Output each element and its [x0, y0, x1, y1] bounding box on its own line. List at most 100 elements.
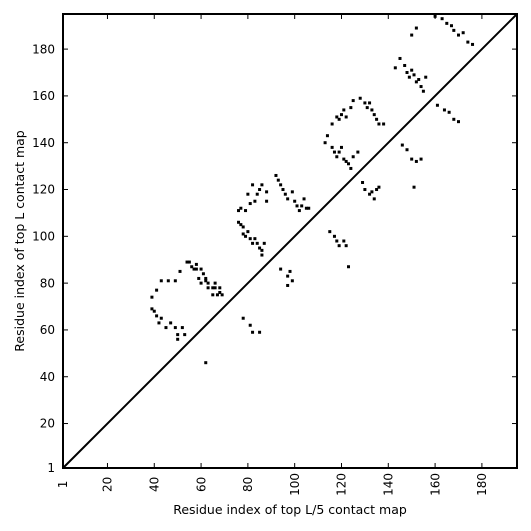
x-tick-label: 20 — [101, 477, 115, 492]
contact-point — [246, 192, 250, 196]
contact-point — [410, 68, 414, 72]
contact-point — [347, 162, 351, 166]
contact-point — [260, 248, 264, 252]
contact-point — [241, 225, 245, 229]
contact-point — [351, 155, 355, 159]
x-tick-label: 140 — [381, 473, 395, 496]
contact-point — [241, 316, 245, 320]
contact-point — [419, 85, 423, 89]
y-tick-label: 140 — [32, 136, 55, 150]
contact-point — [304, 206, 308, 210]
contact-point — [356, 150, 360, 154]
contact-point — [279, 183, 283, 187]
y-tick-label: 120 — [32, 183, 55, 197]
contact-point — [342, 157, 346, 161]
y-tick-label: 40 — [40, 370, 55, 384]
contact-point — [190, 265, 194, 269]
contact-point — [253, 199, 257, 203]
contact-point — [286, 197, 290, 201]
contact-point — [155, 288, 159, 292]
contact-point — [290, 190, 294, 194]
contact-point — [410, 157, 414, 161]
contact-point — [375, 117, 379, 121]
contact-point — [255, 241, 259, 245]
contact-point — [244, 209, 248, 213]
contact-point — [248, 237, 252, 241]
contact-point — [204, 276, 208, 280]
contact-point — [452, 117, 456, 121]
contact-point — [211, 286, 215, 290]
contact-point — [288, 269, 292, 273]
contact-point — [466, 40, 470, 44]
y-tick-label: 180 — [32, 42, 55, 56]
contact-point — [361, 180, 365, 184]
contact-point — [403, 63, 407, 67]
contact-point — [251, 183, 255, 187]
contact-point — [187, 260, 191, 264]
x-tick-label: 1 — [56, 481, 70, 489]
contact-point — [293, 199, 297, 203]
contact-point — [183, 333, 187, 337]
contact-point — [302, 197, 306, 201]
contact-point — [370, 108, 374, 112]
contact-point — [349, 166, 353, 170]
contact-point — [206, 281, 210, 285]
contact-point — [176, 333, 180, 337]
contact-point — [166, 279, 170, 283]
contact-point — [332, 150, 336, 154]
contact-point — [152, 309, 156, 313]
contact-point — [335, 115, 339, 119]
contact-point — [213, 281, 217, 285]
contact-point — [237, 220, 241, 224]
contact-point — [157, 321, 161, 325]
contact-point — [323, 141, 327, 145]
y-tick-label: 80 — [40, 276, 55, 290]
contact-point — [237, 209, 241, 213]
contact-point — [297, 209, 301, 213]
contact-point — [211, 293, 215, 297]
contact-point — [239, 206, 243, 210]
contact-point — [412, 73, 416, 77]
contact-point — [159, 279, 163, 283]
contact-point — [185, 260, 189, 264]
contact-point — [330, 122, 334, 126]
contact-point — [169, 321, 173, 325]
contact-point — [248, 202, 252, 206]
contact-point — [449, 24, 453, 28]
contact-point — [445, 21, 449, 25]
contact-point — [325, 134, 329, 138]
y-tick-label: 60 — [40, 323, 55, 337]
contact-point — [283, 192, 287, 196]
contact-point — [368, 101, 372, 105]
contact-point — [461, 31, 465, 35]
contact-point — [414, 159, 418, 163]
contact-point — [452, 28, 456, 32]
contact-point — [173, 279, 177, 283]
x-axis-ticks: 1 20 40 60 80 100 120 140 160 180 — [56, 14, 489, 496]
contact-point — [410, 33, 414, 37]
y-tick-label: 100 — [32, 230, 55, 244]
contact-point — [349, 106, 353, 110]
contact-point — [239, 223, 243, 227]
contact-point — [218, 286, 222, 290]
contact-point — [363, 188, 367, 192]
contact-point — [286, 274, 290, 278]
contact-point — [344, 159, 348, 163]
contact-point — [274, 173, 278, 177]
contact-point — [447, 110, 451, 114]
contact-point — [260, 183, 264, 187]
contact-point — [251, 241, 255, 245]
contact-point — [412, 185, 416, 189]
contact-point — [281, 188, 285, 192]
contact-point — [377, 122, 381, 126]
contact-point — [201, 272, 205, 276]
contact-point — [351, 99, 355, 103]
contact-point — [194, 267, 198, 271]
contact-point — [253, 237, 257, 241]
contact-point — [393, 66, 397, 70]
contact-point — [335, 239, 339, 243]
contact-point — [276, 178, 280, 182]
contact-point — [300, 204, 304, 208]
contact-point — [344, 115, 348, 119]
